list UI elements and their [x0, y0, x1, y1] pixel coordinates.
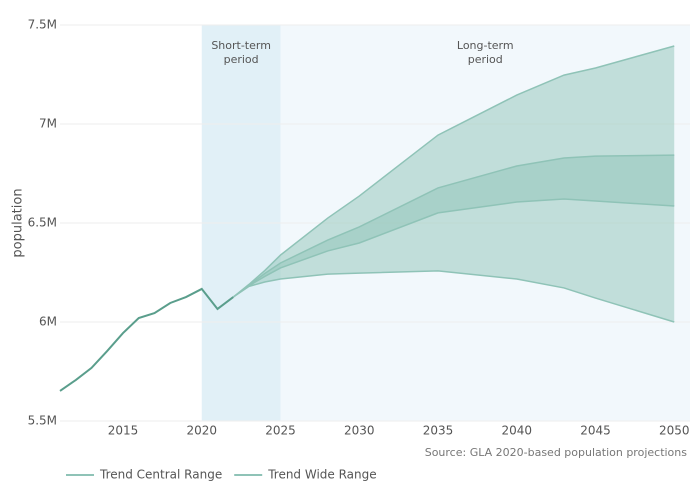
y-tick-label: 7M [39, 117, 57, 131]
history-line [59, 287, 234, 392]
period-label: period [468, 53, 503, 66]
y-tick-label: 6.5M [28, 216, 57, 230]
band-area [233, 155, 675, 298]
x-tick-label: 2050 [659, 424, 690, 438]
y-tick-label: 6M [39, 315, 57, 329]
x-tick-label: 2025 [265, 424, 296, 438]
x-tick-label: 2035 [423, 424, 454, 438]
legend-label: Trend Wide Range [267, 468, 376, 482]
source: Source: GLA 2020-based population projec… [425, 446, 688, 459]
period-label: Short-term [211, 39, 271, 52]
period-label: period [224, 53, 259, 66]
band-edge [232, 198, 675, 298]
y-axis-label: population [11, 188, 26, 257]
x-tick-label: 2045 [580, 424, 611, 438]
x-tick-label: 2020 [186, 424, 217, 438]
band-edge [232, 270, 675, 323]
x-tick-label: 2015 [108, 424, 139, 438]
x-tick-label: 2040 [501, 424, 532, 438]
y-tick-label: 7.5M [28, 18, 57, 32]
period-label: Long-term [457, 39, 514, 52]
band-edge [232, 154, 675, 298]
y-tick-label: 5.5M [28, 414, 57, 428]
band-edge [232, 45, 675, 298]
legend-label: Trend Central Range [99, 468, 222, 482]
x-tick-label: 2030 [344, 424, 375, 438]
